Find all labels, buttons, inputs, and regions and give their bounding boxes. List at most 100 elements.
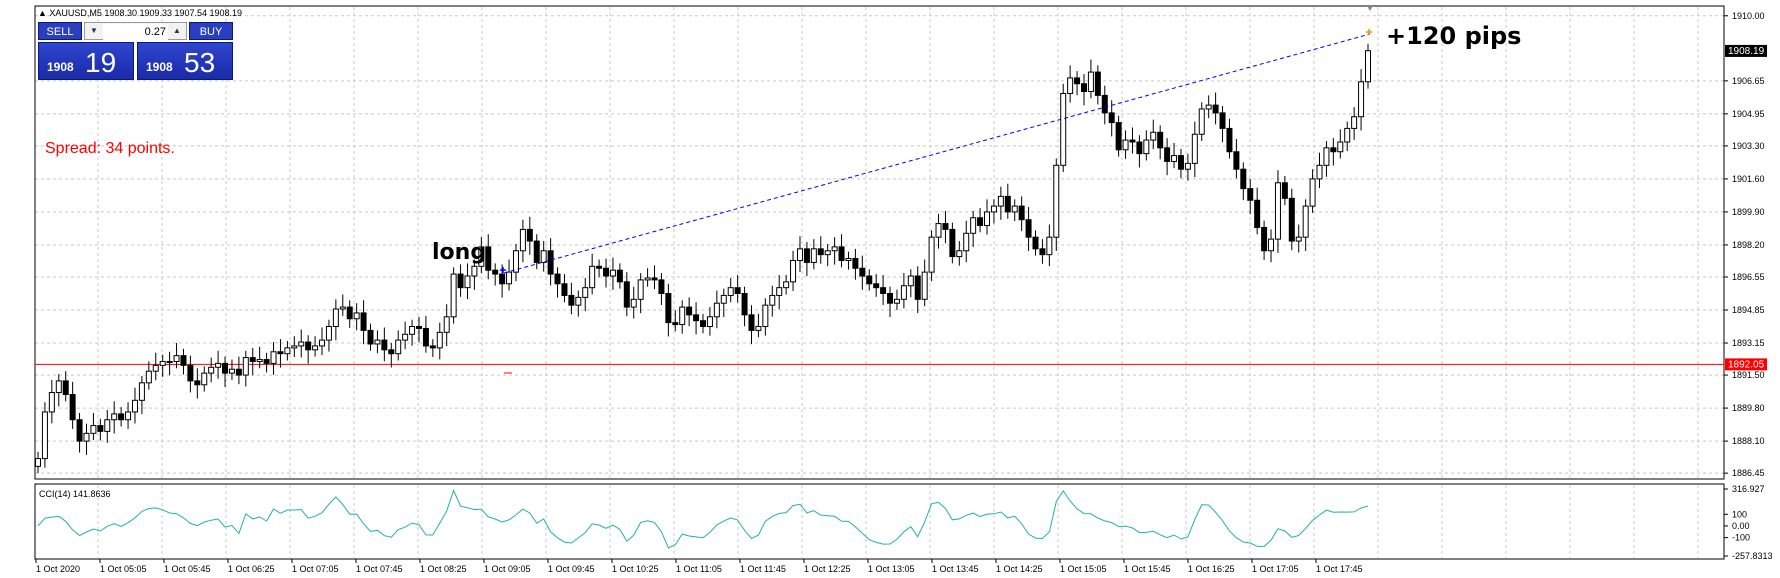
candle-bull-body <box>1358 81 1365 118</box>
price-label: 1889.80 <box>1732 403 1765 413</box>
sell-price-base: 1908 <box>47 60 74 74</box>
candle-bull-body <box>824 250 831 256</box>
candle <box>630 286 637 319</box>
buy-price-button[interactable]: 1908 53 <box>137 42 233 80</box>
candle <box>159 354 166 377</box>
candle <box>706 307 713 336</box>
candle <box>201 366 208 392</box>
candle-bear-body <box>873 283 880 289</box>
candle-bear-body <box>561 283 568 296</box>
candle <box>450 267 457 324</box>
candle-bear-body <box>734 287 741 294</box>
sell-button[interactable]: SELL <box>38 22 82 40</box>
candle-bear-body <box>1074 77 1081 85</box>
candle-bear-body <box>388 349 395 355</box>
candle <box>1240 162 1247 201</box>
time-label: 1 Oct 17:05 <box>1252 564 1299 574</box>
candle <box>970 210 977 248</box>
time-label: 1 Oct 16:25 <box>1188 564 1235 574</box>
candle-bull-body <box>609 269 616 277</box>
candle <box>62 371 69 402</box>
candle-bear-body <box>665 292 672 324</box>
candle-bull-body <box>790 259 797 283</box>
candle <box>1164 138 1171 176</box>
candle <box>339 294 346 316</box>
candle <box>783 275 790 295</box>
buy-price-pips: 53 <box>184 47 216 78</box>
candle-bear-body <box>1261 226 1268 252</box>
candle <box>727 277 734 303</box>
candle-bear-body <box>859 267 866 277</box>
candle <box>651 265 658 290</box>
candle-bear-body <box>367 329 374 345</box>
candle-bear-body <box>686 306 693 316</box>
candle-bull-body <box>762 304 769 328</box>
candle-bear-body <box>803 248 810 263</box>
candle <box>963 220 970 263</box>
candle <box>346 300 353 328</box>
candle-bull-body <box>956 250 963 258</box>
candle-bull-body <box>713 302 720 318</box>
candle <box>1247 178 1254 215</box>
entry-marker-icon <box>500 267 506 273</box>
candle <box>256 346 263 369</box>
lot-up-icon[interactable]: ▲ <box>173 26 181 35</box>
svg-text:1908.19: 1908.19 <box>1728 46 1765 57</box>
candle-bear-body <box>277 351 284 355</box>
candle-bull-body <box>464 275 471 289</box>
chart-shift-marker-icon[interactable] <box>1367 6 1373 11</box>
candle <box>533 234 540 270</box>
candle <box>762 298 769 336</box>
candle <box>1018 196 1025 232</box>
lot-down-icon[interactable]: ▼ <box>90 26 98 35</box>
cci-grid <box>97 485 1699 558</box>
candle <box>914 266 921 314</box>
candle <box>138 376 145 415</box>
candle <box>554 267 561 298</box>
cci-label: 100 <box>1732 509 1747 519</box>
candle-bull-body <box>478 246 485 267</box>
candle <box>831 237 838 265</box>
candle-bull-body <box>935 223 942 238</box>
candle-bear-body <box>949 228 956 258</box>
candle-bull-body <box>540 250 547 263</box>
candle <box>35 451 41 474</box>
candle-bear-body <box>880 287 887 294</box>
candle <box>1330 138 1337 166</box>
candle <box>679 300 686 334</box>
candle-bear-body <box>623 281 630 308</box>
candle <box>41 402 48 468</box>
hline-price-tag: 1892.05 <box>1725 358 1767 371</box>
candle <box>623 272 630 317</box>
sell-price-button[interactable]: 1908 19 <box>38 42 134 80</box>
time-label: 1 Oct 05:05 <box>100 564 147 574</box>
candle-bull-body <box>208 366 215 374</box>
candle <box>187 355 194 393</box>
candle-bear-body <box>1025 219 1032 238</box>
candle <box>1074 71 1081 96</box>
candle-bear-body <box>914 275 921 300</box>
candle <box>111 401 118 434</box>
buy-button[interactable]: BUY <box>189 22 233 40</box>
candle <box>1316 152 1323 189</box>
candle-bull-body <box>201 372 208 386</box>
candle <box>887 286 894 317</box>
candle <box>596 259 603 278</box>
candle <box>810 239 817 270</box>
lot-spinner[interactable]: ▼ ▲ <box>84 22 187 41</box>
candle-bear-body <box>1240 168 1247 190</box>
trend-line[interactable] <box>503 33 1371 274</box>
candle-bear-body <box>381 339 388 351</box>
candle-bull-body <box>353 312 360 320</box>
candle <box>1198 102 1205 142</box>
lot-input[interactable] <box>103 24 168 41</box>
candle-bull-body <box>1302 205 1309 238</box>
price-label: 1903.30 <box>1732 141 1765 151</box>
one-click-trading-panel: SELL ▼ ▲ BUY 1908 19 1908 53 <box>38 22 233 80</box>
time-label: 1 Oct 06:25 <box>228 564 275 574</box>
candle <box>984 199 991 235</box>
candle-bear-body <box>942 223 949 230</box>
candle <box>1025 207 1032 251</box>
cci-label: -100 <box>1732 533 1750 543</box>
